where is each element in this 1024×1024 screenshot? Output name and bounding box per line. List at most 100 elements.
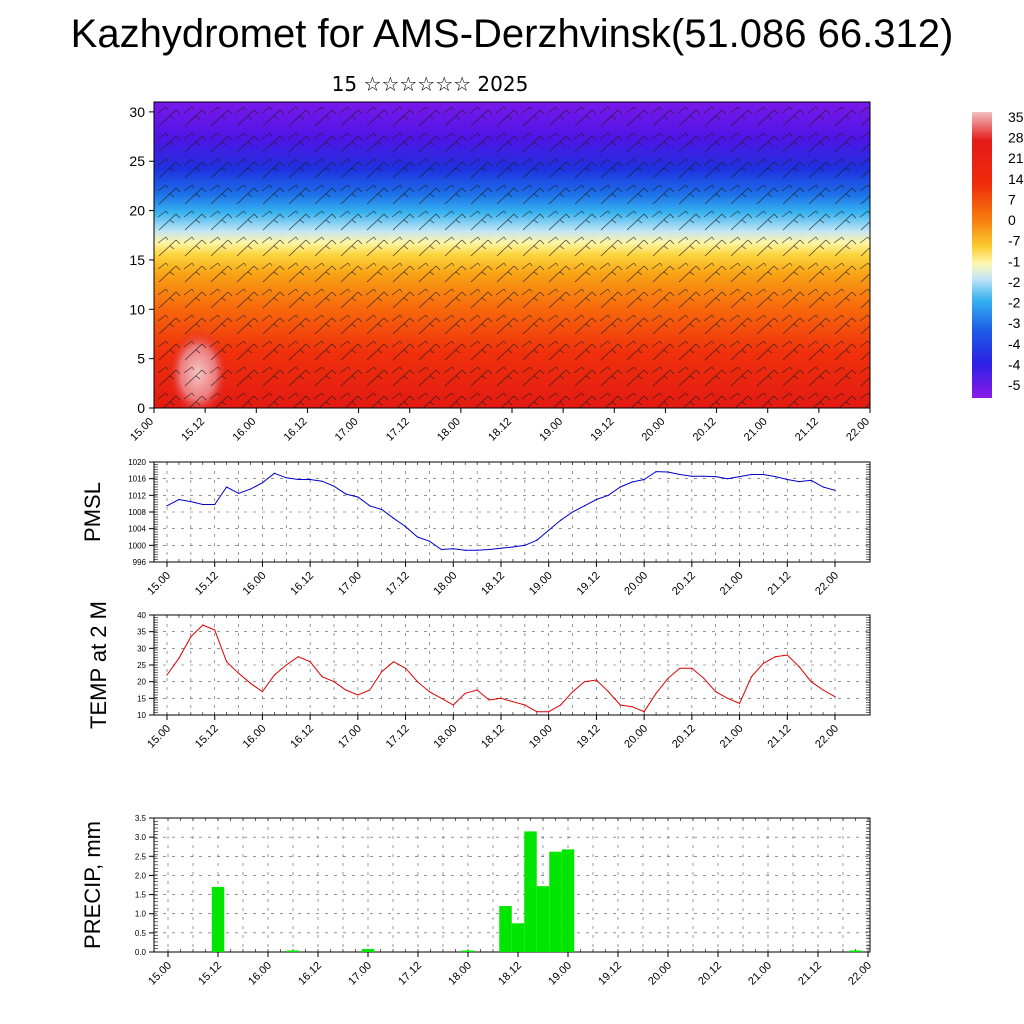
- data-point: [440, 548, 442, 551]
- data-point: [655, 692, 657, 694]
- x-tick-label: 16.00: [230, 416, 258, 444]
- data-point: [607, 691, 609, 693]
- y-tick-label: 996: [133, 558, 147, 567]
- data-point: [202, 624, 204, 626]
- y-tick-label: 1008: [128, 508, 146, 517]
- data-point: [762, 662, 765, 664]
- x-tick-label: 18.12: [479, 723, 507, 751]
- data-point: [357, 694, 359, 696]
- data-point: [261, 482, 264, 484]
- data-point: [166, 505, 168, 507]
- data-point: [393, 661, 395, 663]
- data-point: [643, 478, 645, 481]
- x-tick-label: 22.00: [844, 416, 872, 444]
- pmsl-series: [166, 470, 836, 551]
- y-tick-label: 10: [129, 301, 145, 317]
- x-tick-label: 15.12: [193, 570, 221, 598]
- data-point: [237, 492, 240, 494]
- data-point: [190, 500, 192, 503]
- precip-bar: [461, 950, 475, 952]
- x-tick-label: 17.12: [384, 416, 412, 444]
- x-tick-label: 19.12: [596, 960, 624, 988]
- data-point: [393, 517, 395, 519]
- x-tick-label: 18.12: [486, 416, 514, 444]
- data-point: [583, 505, 586, 507]
- y-tick-label: 1004: [128, 525, 146, 534]
- x-tick-label: 17.12: [384, 723, 412, 751]
- data-point: [715, 691, 717, 693]
- data-point: [822, 689, 824, 691]
- precip-bar: [524, 831, 537, 952]
- x-tick-label: 18.12: [496, 960, 524, 988]
- data-point: [762, 473, 765, 476]
- colorbar: 35 28 21 14 7 0 -7 -1 -2 -2 -3 -4 -4 -5: [972, 109, 1024, 398]
- x-tick-label: 19.12: [588, 416, 616, 444]
- data-point: [619, 486, 621, 488]
- x-tick-label: 20.00: [622, 570, 650, 598]
- data-point: [786, 654, 788, 656]
- data-point: [297, 478, 299, 481]
- data-point: [667, 677, 669, 679]
- x-tick-label: 16.00: [241, 723, 269, 751]
- data-point: [249, 488, 252, 490]
- y-tick-label: 0: [137, 400, 145, 416]
- data-point: [715, 475, 717, 478]
- data-point: [786, 478, 788, 481]
- data-point: [369, 505, 371, 507]
- x-tick-label: 16.12: [288, 570, 316, 598]
- x-tick-label: 15.00: [145, 570, 173, 598]
- y-tick-label: 30: [129, 104, 145, 120]
- y-tick-label: 25: [129, 153, 145, 169]
- data-point: [416, 681, 419, 683]
- data-point: [178, 498, 180, 501]
- pmsl-grid: [154, 461, 870, 563]
- x-tick-label: 21.00: [718, 570, 746, 598]
- temp-grid: [154, 614, 870, 716]
- colorbar-strip: [972, 112, 992, 398]
- data-point: [273, 674, 275, 676]
- x-tick-label: 22.00: [813, 723, 841, 751]
- y-tick-label: 1.5: [135, 891, 147, 900]
- colorbar-label: -3: [1008, 315, 1021, 331]
- colorbar-label: 7: [1008, 191, 1016, 207]
- data-point: [774, 475, 776, 478]
- x-tick-label: 21.12: [765, 570, 793, 598]
- x-tick-label: 21.00: [742, 416, 770, 444]
- x-tick-label: 22.00: [846, 960, 874, 988]
- data-point: [226, 661, 228, 663]
- x-tick-label: 20.12: [670, 723, 698, 751]
- precip-bar: [286, 950, 300, 952]
- upper-air-x-axis: 15.00 15.12 16.00 16.12 17.00 17.12 18.00 18.12…: [128, 408, 872, 444]
- data-point: [285, 664, 287, 666]
- data-point: [440, 697, 442, 699]
- data-point: [679, 667, 681, 669]
- x-tick-label: 15.00: [128, 416, 156, 444]
- data-point: [214, 503, 216, 506]
- x-tick-label: 19.12: [575, 723, 603, 751]
- data-point: [512, 546, 514, 548]
- precip-y-axis: 0.0 0.5 1.0 1.5 2.0 2.5 3.0 3.5: [135, 814, 154, 957]
- data-point: [679, 473, 681, 476]
- y-tick-label: 3.0: [135, 833, 147, 842]
- x-tick-label: 19.00: [527, 723, 555, 751]
- colorbar-label: -2: [1008, 274, 1021, 290]
- colorbar-label: -4: [1008, 356, 1021, 372]
- x-tick-label: 20.12: [696, 960, 724, 988]
- data-point: [226, 486, 228, 488]
- x-tick-label: 20.12: [691, 416, 719, 444]
- pmsl-x-axis: 15.00 15.12 16.00 16.12 17.00 17.12 18.00 18.12…: [145, 562, 841, 598]
- data-point: [691, 667, 693, 669]
- y-tick-label: 0.5: [135, 929, 147, 938]
- x-tick-label: 19.00: [546, 960, 574, 988]
- data-point: [703, 475, 705, 477]
- data-point: [798, 666, 800, 668]
- data-point: [381, 508, 383, 511]
- data-point: [631, 706, 633, 708]
- data-point: [309, 661, 311, 663]
- x-tick-label: 18.00: [435, 416, 463, 444]
- wind-barbs: [154, 102, 870, 408]
- pmsl-ylabel: PMSL: [80, 482, 105, 542]
- y-tick-label: 3.5: [135, 814, 147, 823]
- data-point: [822, 486, 824, 488]
- y-tick-label: 35: [137, 628, 146, 637]
